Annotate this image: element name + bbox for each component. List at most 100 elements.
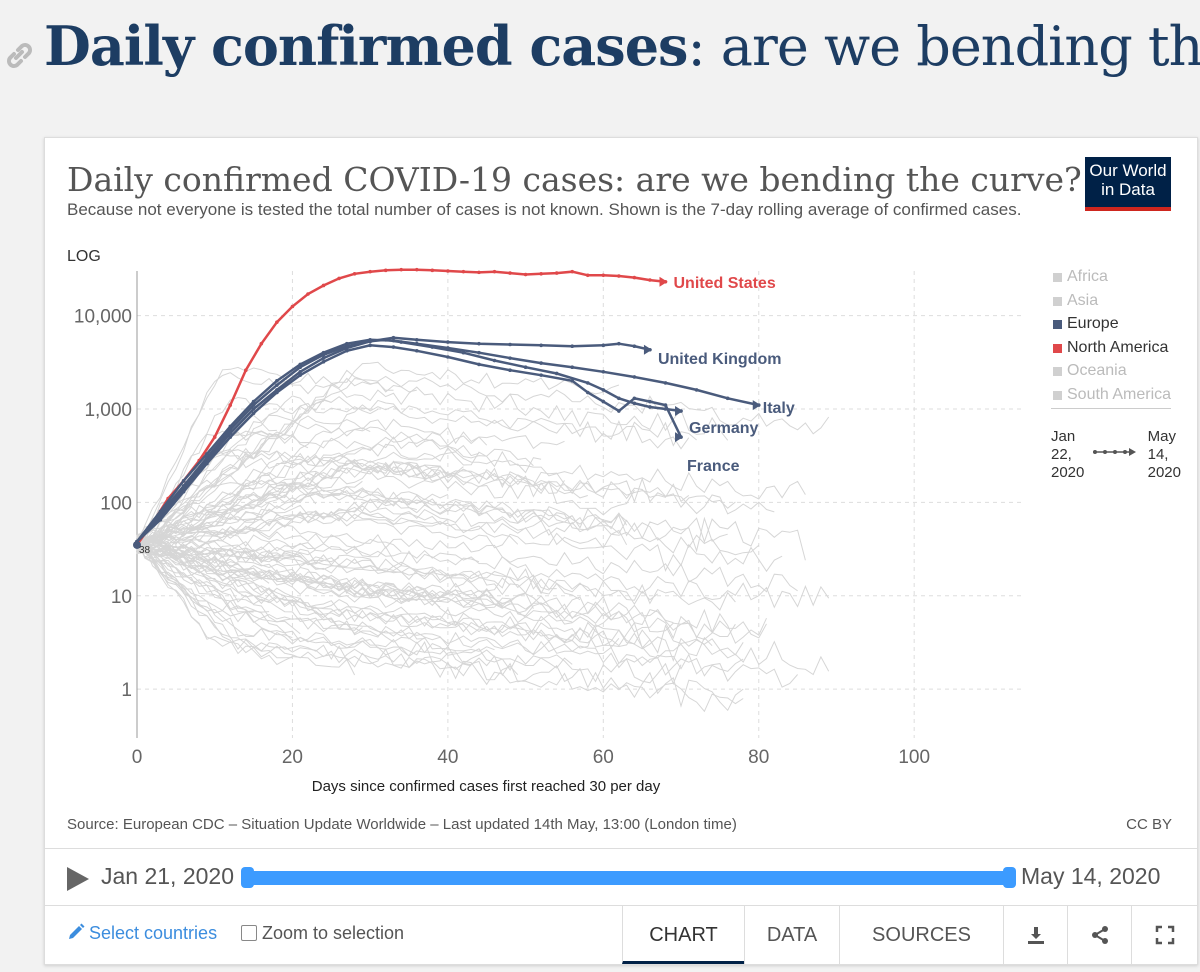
series-point-united-states (508, 271, 512, 275)
background-country-line[interactable] (136, 491, 417, 546)
zoom-to-selection[interactable]: Zoom to selection (241, 923, 404, 944)
owid-logo[interactable]: Our World in Data (1085, 157, 1171, 211)
series-point-united-states (601, 273, 606, 278)
tab-data[interactable]: DATA (744, 906, 839, 964)
play-icon[interactable] (67, 867, 89, 891)
background-country-line[interactable] (136, 536, 511, 609)
background-country-line[interactable] (136, 508, 783, 573)
background-country-line[interactable] (136, 536, 798, 688)
background-country-line[interactable] (136, 372, 729, 547)
background-country-line[interactable] (136, 474, 628, 549)
background-country-line[interactable] (136, 451, 806, 547)
background-country-line[interactable] (136, 498, 573, 546)
series-point-italy (181, 479, 186, 483)
background-country-line[interactable] (136, 458, 736, 541)
series-label-united-kingdom[interactable]: United Kingdom (658, 351, 782, 368)
series-point-italy (477, 350, 481, 355)
background-country-line[interactable] (136, 395, 332, 548)
chart-card: Daily confirmed COVID-19 cases: are we b… (44, 137, 1198, 965)
background-country-line[interactable] (136, 506, 449, 548)
series-point-italy (539, 361, 543, 365)
background-country-line[interactable] (136, 426, 488, 554)
background-country-line[interactable] (136, 543, 744, 677)
share-icon (1091, 926, 1108, 944)
background-country-line[interactable] (136, 550, 573, 671)
timeline-slider-track[interactable] (243, 871, 1013, 885)
background-country-line[interactable] (136, 543, 767, 644)
background-country-line[interactable] (136, 535, 830, 609)
background-country-line[interactable] (136, 539, 744, 713)
background-country-line[interactable] (136, 524, 798, 593)
legend-item-oceania[interactable]: Oceania (1051, 362, 1191, 386)
background-country-line[interactable] (136, 415, 565, 550)
download-button[interactable] (1003, 906, 1067, 964)
series-point-italy (251, 399, 256, 404)
background-country-line[interactable] (136, 369, 830, 536)
background-country-line[interactable] (136, 540, 573, 624)
background-country-line[interactable] (136, 474, 449, 541)
select-countries-button[interactable]: Select countries (67, 923, 217, 944)
background-country-line[interactable] (136, 545, 651, 645)
fullscreen-icon (1155, 925, 1174, 945)
background-country-line[interactable] (136, 479, 728, 553)
link-icon[interactable] (2, 38, 36, 72)
log-scale-toggle[interactable]: LOG (67, 248, 101, 265)
background-country-line[interactable] (136, 361, 620, 543)
series-point-france (158, 518, 163, 522)
series-label-italy[interactable]: Italy (763, 400, 795, 417)
series-label-germany[interactable]: Germany (689, 420, 758, 437)
tab-sources[interactable]: SOURCES (839, 906, 1003, 964)
background-country-line[interactable] (136, 542, 830, 676)
license-link[interactable]: CC BY (1126, 816, 1172, 833)
series-point-united-states (554, 271, 559, 275)
background-country-line[interactable] (136, 504, 519, 545)
background-country-line[interactable] (136, 366, 417, 543)
background-country-line[interactable] (136, 454, 635, 538)
series-label-france[interactable]: France (687, 458, 740, 475)
series-point-united-states (430, 268, 435, 273)
background-country-line[interactable] (136, 542, 581, 601)
legend-item-asia[interactable]: Asia (1051, 292, 1191, 316)
background-country-line[interactable] (136, 540, 270, 584)
series-point-united-states (539, 271, 543, 276)
series-label-united-states[interactable]: United States (673, 275, 775, 292)
legend-item-north-america[interactable]: North America (1051, 339, 1191, 363)
background-country-line[interactable] (136, 396, 379, 541)
background-country-line[interactable] (136, 536, 744, 712)
background-country-line[interactable] (136, 539, 659, 606)
y-tick-label: 10,000 (74, 307, 132, 328)
timeline-start-handle[interactable] (241, 867, 254, 888)
background-country-line[interactable] (136, 542, 511, 592)
time-legend-start-line: Jan (1051, 428, 1076, 445)
series-point-italy (694, 388, 699, 392)
background-country-line[interactable] (136, 430, 542, 547)
series-point-united-kingdom (391, 335, 396, 340)
legend-item-africa[interactable]: Africa (1051, 268, 1191, 292)
legend-item-south-america[interactable]: South America (1051, 386, 1191, 410)
background-country-line[interactable] (136, 404, 690, 552)
legend-divider (1051, 408, 1171, 409)
share-button[interactable] (1067, 906, 1131, 964)
legend-item-europe[interactable]: Europe (1051, 315, 1191, 339)
chart-title: Daily confirmed COVID-19 cases: are we b… (67, 160, 1082, 199)
background-country-line[interactable] (136, 377, 394, 554)
background-country-line[interactable] (136, 454, 449, 541)
background-country-line[interactable] (136, 446, 775, 538)
tab-chart[interactable]: CHART (622, 906, 744, 964)
timeline-end-handle[interactable] (1003, 867, 1016, 888)
timeline-end-label: May 14, 2020 (1021, 863, 1161, 889)
time-legend-end-line: May (1147, 428, 1176, 445)
background-country-line[interactable] (136, 536, 293, 659)
background-country-line[interactable] (136, 541, 736, 611)
time-legend-start-line: 2020 (1051, 464, 1085, 481)
background-country-line[interactable] (136, 548, 519, 681)
series-point-united-states (321, 283, 326, 288)
background-country-line[interactable] (136, 552, 682, 685)
series-point-united-kingdom (539, 343, 543, 348)
background-country-line[interactable] (136, 534, 480, 566)
x-tick-label: 40 (437, 747, 458, 768)
fullscreen-button[interactable] (1131, 906, 1197, 964)
background-country-line[interactable] (136, 544, 488, 610)
zoom-checkbox[interactable] (241, 925, 257, 941)
background-country-line[interactable] (136, 543, 713, 659)
